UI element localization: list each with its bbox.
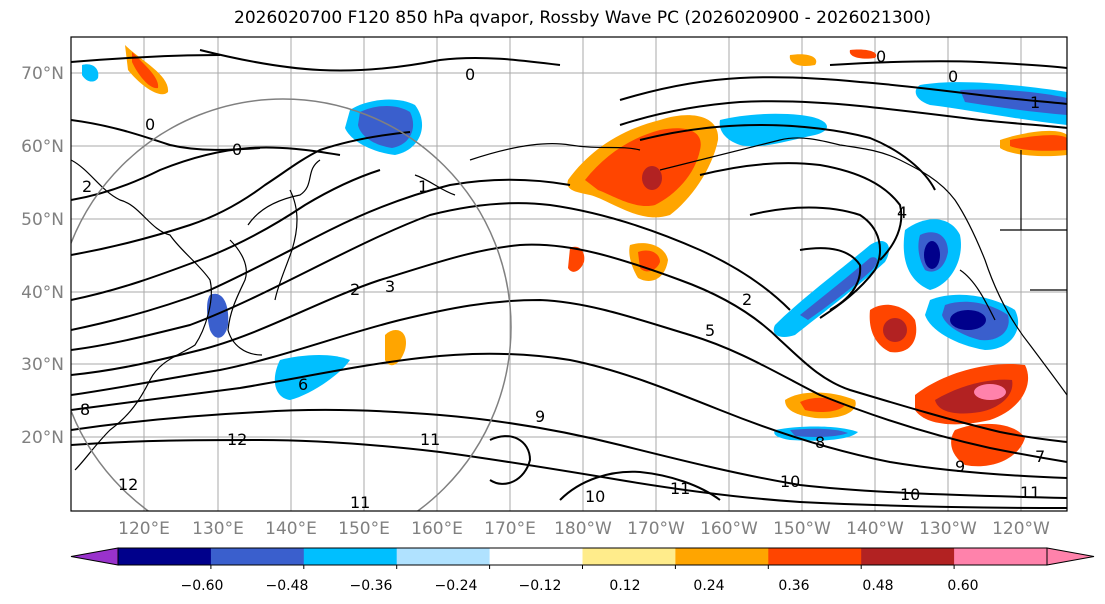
colorbar-tick-label: 0.12 (609, 578, 640, 594)
contour-label: 2 (350, 280, 360, 299)
contour-label: 0 (876, 47, 886, 66)
lat-label: 70°N (21, 64, 64, 84)
lat-label: 40°N (21, 283, 64, 303)
contour-label: 11 (350, 493, 370, 512)
contour-label: 8 (80, 400, 90, 419)
contour-label: 4 (897, 203, 907, 222)
lon-label: 170°W (627, 519, 685, 539)
contour-label: 10 (585, 487, 605, 506)
contour-label: 2 (742, 290, 752, 309)
colorbar-extend-low (70, 547, 119, 566)
colorbar-tick-label: −0.36 (350, 578, 393, 594)
colorbar (70, 547, 1095, 569)
contour-label: 7 (1035, 447, 1045, 466)
colorbar-segment (954, 548, 1048, 565)
contour-label: 8 (815, 433, 825, 452)
lon-label: 120°W (992, 519, 1050, 539)
lon-label: 140°E (265, 519, 317, 539)
contour-label: 0 (145, 115, 155, 134)
lon-label: 130°E (192, 519, 244, 539)
colorbar-segment (768, 548, 862, 565)
latitude-labels: 70°N 60°N 50°N 40°N 30°N 20°N (21, 64, 64, 448)
colorbar-tick-labels: −0.60 −0.48 −0.36 −0.24 −0.12 0.12 0.24 … (181, 578, 979, 594)
colorbar-tick-label: −0.48 (266, 578, 309, 594)
contour-label: 3 (385, 277, 395, 296)
map-title: 2026020700 F120 850 hPa qvapor, Rossby W… (234, 8, 931, 28)
colorbar-tick-label: 0.24 (693, 578, 724, 594)
lon-label: 130°W (919, 519, 977, 539)
plot-frame (70, 36, 1068, 512)
contour-lines (71, 49, 1067, 509)
colorbar-segment (675, 548, 769, 565)
lon-label: 120°E (118, 519, 170, 539)
colorbar-tick-label: −0.12 (519, 578, 562, 594)
contour-label: 1 (1030, 93, 1040, 112)
colorbar-tick-label: −0.60 (181, 578, 224, 594)
colorbar-tick-label: 0.48 (862, 578, 893, 594)
colorbar-tick-label: 0.36 (778, 578, 809, 594)
contour-label-group: 0 0 0 0 0 1 1 2 3 2 4 5 7 8 8 9 9 10 10 … (80, 47, 1045, 512)
plot-area (71, 37, 1067, 511)
longitude-labels: 120°E 130°E 140°E 150°E 160°E 170°E 180°… (118, 519, 1050, 539)
lat-label: 20°N (21, 428, 64, 448)
contour-label: 10 (780, 472, 800, 491)
lon-label: 160°W (700, 519, 758, 539)
lon-label: 160°E (411, 519, 463, 539)
lat-label: 30°N (21, 355, 64, 375)
contour-label: 12 (118, 475, 138, 494)
contour-label: 5 (705, 321, 715, 340)
colorbar-segment (396, 548, 491, 565)
lon-label: 170°E (484, 519, 536, 539)
contour-label: 11 (420, 430, 440, 449)
colorbar-segment (489, 548, 583, 565)
lat-label: 50°N (21, 210, 64, 230)
contour-label: 2 (82, 177, 92, 196)
lat-label: 60°N (21, 137, 64, 157)
contour-label: 11 (670, 479, 690, 498)
contour-label: 11 (1020, 483, 1040, 502)
rossby-circle (71, 98, 512, 511)
colorbar-tick-label: −0.24 (435, 578, 478, 594)
contour-label: 6 (298, 375, 308, 394)
colorbar-tick-label: 0.60 (947, 578, 978, 594)
colorbar-segment (861, 548, 955, 565)
lon-label: 180°W (554, 519, 612, 539)
contour-label: 0 (232, 140, 242, 159)
colorbar-segment (118, 548, 212, 565)
contour-label: 1 (418, 177, 428, 196)
colorbar-segment (582, 548, 676, 565)
colorbar-extend-high (1046, 547, 1095, 566)
contour-label: 0 (948, 67, 958, 86)
contour-label: 12 (227, 430, 247, 449)
lon-label: 150°W (773, 519, 831, 539)
contour-label: 10 (900, 485, 920, 504)
contour-label: 9 (955, 457, 965, 476)
contour-label: 0 (465, 65, 475, 84)
colorbar-segment (303, 548, 398, 565)
colorbar-segment (210, 548, 305, 565)
contour-label: 9 (535, 407, 545, 426)
lon-label: 140°W (846, 519, 904, 539)
lon-label: 150°E (338, 519, 390, 539)
